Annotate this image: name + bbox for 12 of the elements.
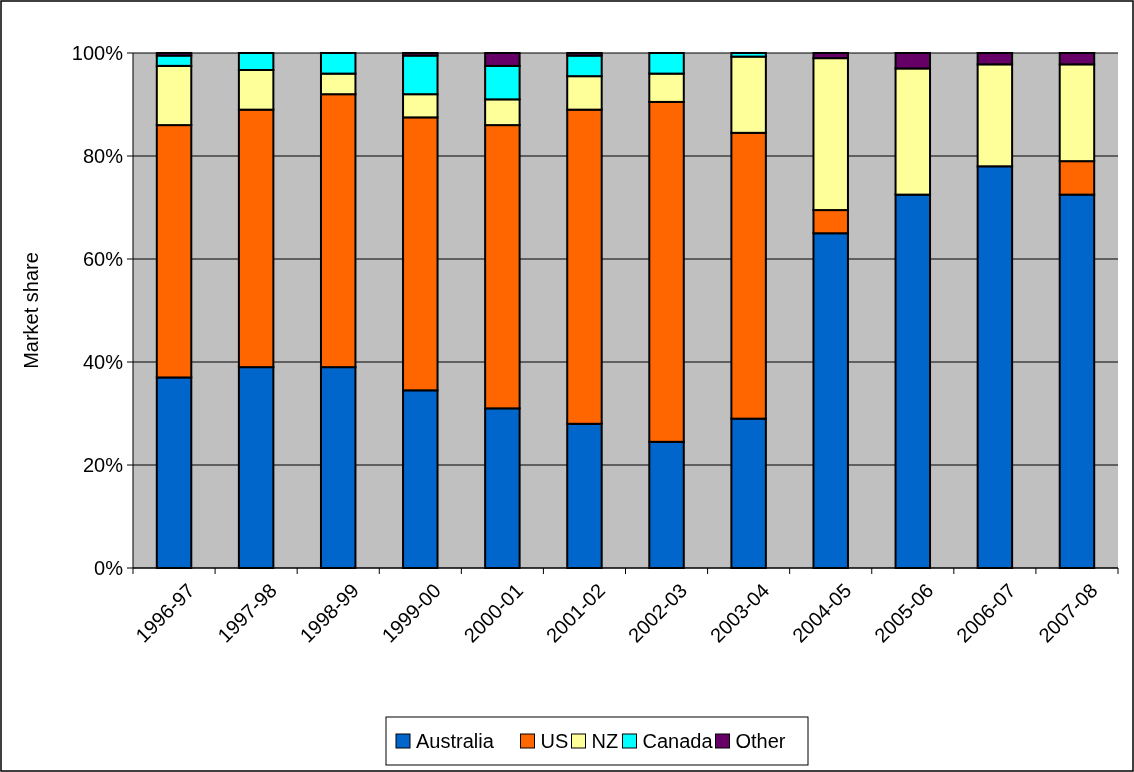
y-axis-title: Market share — [20, 252, 42, 369]
y-tick-label: 80% — [82, 145, 124, 167]
legend-label: Australia — [416, 730, 495, 752]
y-tick-label: 0% — [94, 557, 124, 579]
y-tick-label: 60% — [82, 248, 124, 270]
legend-label: Other — [735, 730, 786, 752]
legend-label: NZ — [591, 730, 619, 752]
legend-label: Canada — [642, 730, 714, 752]
y-tick-label: 40% — [82, 351, 124, 373]
y-tick-label: 100% — [71, 42, 124, 64]
y-tick-label: 20% — [82, 454, 124, 476]
legend-label: US — [540, 730, 569, 752]
